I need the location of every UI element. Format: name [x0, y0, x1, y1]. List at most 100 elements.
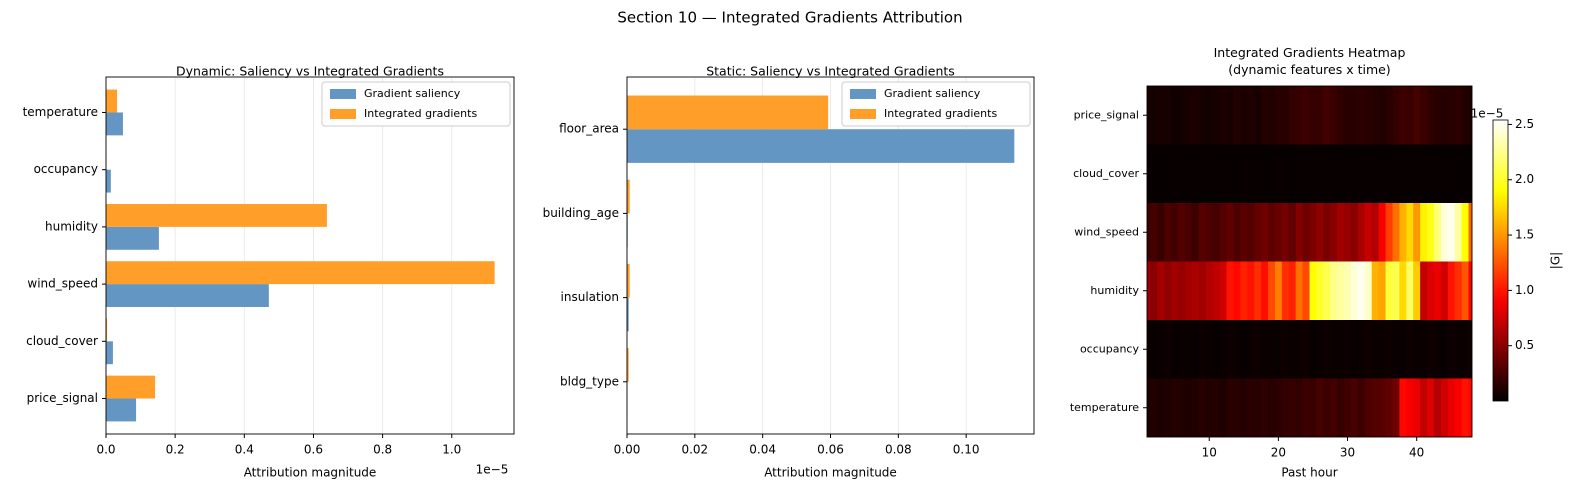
bar: [106, 375, 156, 399]
heatmap-cell: [1440, 144, 1449, 204]
heatmap-cell: [1295, 86, 1304, 146]
heatmap-cell: [1164, 261, 1172, 321]
heatmap-cell: [1447, 261, 1456, 321]
heatmap-cell: [1191, 144, 1200, 204]
bar: [106, 204, 327, 227]
legend-label: Integrated gradients: [884, 107, 997, 120]
heatmap-cell: [1420, 320, 1428, 380]
heatmap-cell: [1302, 261, 1311, 321]
heatmap-cell: [1364, 86, 1373, 146]
legend-swatch: [330, 109, 356, 119]
heatmap-cell: [1316, 203, 1324, 263]
heatmap-cell: [1247, 261, 1255, 321]
heatmap-cell: [1254, 320, 1262, 380]
heatmap-cell: [1413, 320, 1421, 380]
heatmap-cell: [1337, 261, 1345, 321]
heatmap-cell: [1454, 144, 1463, 204]
heatmap-cell: [1350, 378, 1359, 437]
heatmap-cell: [1316, 86, 1324, 146]
heatmap-cell: [1413, 261, 1421, 321]
heatmap-cell: [1461, 261, 1470, 321]
bar: [106, 398, 137, 422]
heatmap-cell: [1468, 144, 1472, 204]
heatmap-cell: [1323, 144, 1331, 204]
y-tick-label: wind_speed: [27, 277, 98, 291]
heatmap-cell: [1433, 261, 1442, 321]
heatmap-cell: [1191, 86, 1200, 146]
heatmap-cell: [1147, 86, 1152, 146]
heatmap-cell: [1226, 261, 1235, 321]
heatmap-cell: [1261, 203, 1269, 263]
heatmap-cell: [1309, 378, 1318, 437]
heatmap-cell: [1350, 320, 1359, 380]
bar: [106, 112, 123, 136]
bar: [106, 89, 118, 113]
x-axis-label: Attribution magnitude: [764, 466, 897, 480]
x-tick-label: 30: [1340, 446, 1355, 460]
x-tick-label: 40: [1409, 446, 1424, 460]
heatmap-cell: [1427, 320, 1435, 380]
legend-box: [841, 81, 1031, 127]
y-tick-label: cloud_cover: [26, 334, 98, 348]
heatmap-cell: [1357, 261, 1366, 321]
heatmap-cell: [1344, 261, 1352, 321]
heatmap-cell: [1330, 86, 1338, 146]
heatmap-cell: [1219, 261, 1228, 321]
colorbar-tick-label: 1.5: [1515, 228, 1534, 242]
heatmap-cell: [1433, 203, 1442, 263]
heatmap-cell: [1350, 144, 1359, 204]
heatmap-cell: [1330, 144, 1338, 204]
bar: [106, 284, 269, 307]
heatmap-cell: [1274, 144, 1283, 204]
heatmap-cell: [1364, 144, 1373, 204]
heatmap-cell: [1205, 203, 1214, 263]
heatmap-cell: [1240, 378, 1248, 437]
heatmap-cell: [1337, 320, 1345, 380]
heatmap-cell: [1212, 86, 1221, 146]
heatmap-cell: [1295, 144, 1304, 204]
heatmap-cell: [1240, 261, 1248, 321]
heatmap-cell: [1240, 203, 1248, 263]
heatmap-cell: [1254, 261, 1262, 321]
heatmap-cell: [1323, 320, 1331, 380]
heatmap-cell: [1447, 378, 1456, 437]
heatmap-cell: [1378, 320, 1387, 380]
heatmap-cell: [1378, 86, 1387, 146]
bar: [106, 341, 113, 365]
heatmap-cell: [1157, 261, 1165, 321]
heatmap-cell: [1357, 203, 1366, 263]
heatmap-cell: [1427, 144, 1435, 204]
heatmap-cell: [1357, 378, 1366, 437]
legend-swatch: [330, 89, 356, 99]
heatmap-cell: [1198, 86, 1207, 146]
offset-text: 1e−5: [476, 463, 509, 477]
heatmap-cell: [1440, 378, 1449, 437]
bar: [627, 95, 829, 130]
heatmap-cell: [1323, 86, 1331, 146]
heatmap-cell: [1323, 378, 1331, 437]
heatmap-cell: [1420, 261, 1428, 321]
heatmap-cell: [1171, 378, 1179, 437]
heatmap-cell: [1268, 261, 1276, 321]
heatmap-cell: [1364, 203, 1373, 263]
heatmap-cell: [1198, 261, 1207, 321]
heatmap-cell: [1261, 261, 1269, 321]
heatmap-cell: [1247, 203, 1255, 263]
legend-label: Integrated gradients: [364, 107, 477, 120]
legend-swatch: [850, 89, 876, 99]
heatmap-cell: [1330, 261, 1338, 321]
heatmap-cell: [1344, 144, 1352, 204]
heatmap-cell: [1219, 320, 1228, 380]
legend-label: Gradient saliency: [364, 87, 461, 100]
y-tick-label: floor_area: [559, 122, 619, 136]
heatmap-cell: [1309, 320, 1318, 380]
heatmap-cell: [1274, 261, 1283, 321]
heatmap-cell: [1281, 261, 1290, 321]
heatmap-cell: [1302, 378, 1311, 437]
x-tick-label: 0.4: [235, 443, 254, 457]
heatmap-cell: [1205, 261, 1214, 321]
heatmap-cell: [1378, 203, 1387, 263]
heatmap-cell: [1288, 378, 1297, 437]
chart-title: Dynamic: Saliency vs Integrated Gradient…: [176, 64, 444, 79]
